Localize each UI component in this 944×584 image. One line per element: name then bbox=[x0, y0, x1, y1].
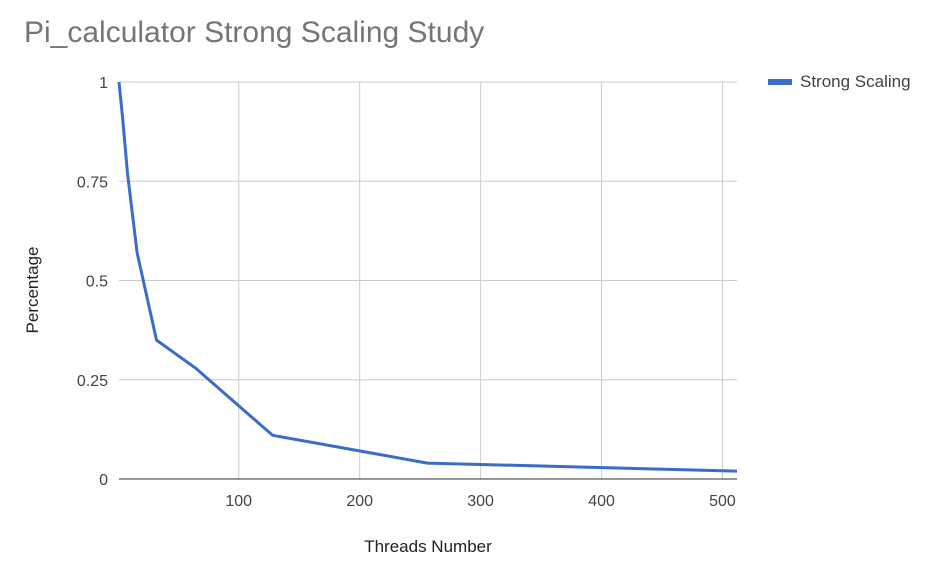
x-tick-label: 300 bbox=[467, 493, 494, 510]
x-axis-label: Threads Number bbox=[364, 537, 492, 556]
chart-title: Pi_calculator Strong Scaling Study bbox=[24, 16, 485, 49]
y-tick-label: 0 bbox=[99, 472, 108, 489]
x-tick-label: 400 bbox=[588, 493, 615, 510]
series-line bbox=[117, 81, 738, 473]
y-tick-label: 1 bbox=[99, 75, 108, 92]
x-tick-label: 200 bbox=[346, 493, 373, 510]
x-tick-label: 100 bbox=[225, 493, 252, 510]
y-tick-label: 0.5 bbox=[86, 274, 108, 291]
y-tick-label: 0.25 bbox=[77, 373, 108, 390]
legend: Strong Scaling bbox=[768, 72, 911, 92]
y-tick-label: 0.75 bbox=[77, 174, 108, 191]
legend-label: Strong Scaling bbox=[800, 72, 911, 91]
x-tick-label: 500 bbox=[709, 493, 736, 510]
legend-swatch bbox=[768, 79, 792, 85]
